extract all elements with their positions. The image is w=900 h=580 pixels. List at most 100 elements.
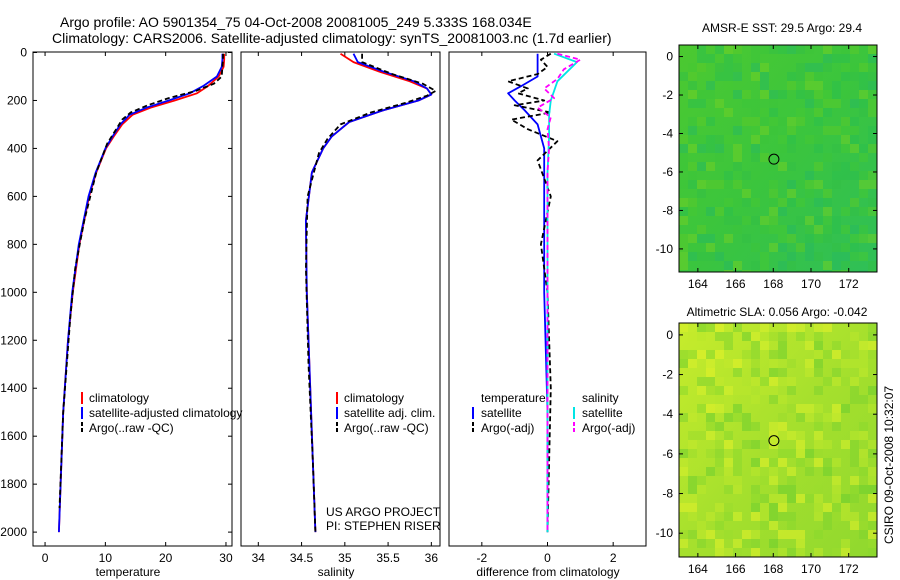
map-cell <box>706 539 715 548</box>
map-cell <box>679 207 688 216</box>
map-cell <box>778 368 787 377</box>
argo-position-marker <box>768 435 780 447</box>
map-cell <box>841 377 850 386</box>
map-cell <box>823 45 832 54</box>
map-cell <box>724 63 733 72</box>
map-cell <box>706 467 715 476</box>
salinity-legend: climatology satellite adj. clim. Argo(..… <box>336 391 435 435</box>
map-cell <box>814 512 823 521</box>
map-cell <box>706 243 715 252</box>
map-cell <box>760 63 769 72</box>
x-tick-label: 10 <box>99 551 113 565</box>
map-y-tick-label: -8 <box>662 203 673 217</box>
map-cell <box>715 153 724 162</box>
map-cell <box>688 144 697 153</box>
map-cell <box>742 332 751 341</box>
map-cell <box>688 99 697 108</box>
map-cell <box>841 548 850 557</box>
map-cell <box>751 440 760 449</box>
map-cell <box>760 225 769 234</box>
map-cell <box>841 476 850 485</box>
map-cell <box>679 162 688 171</box>
map-cell <box>805 404 814 413</box>
map-cell <box>805 413 814 422</box>
map-cell <box>850 512 859 521</box>
map-cell <box>787 404 796 413</box>
legend-label-temp-satellite: satellite <box>481 406 522 420</box>
map-cell <box>697 63 706 72</box>
map-cell <box>868 54 877 63</box>
map-cell <box>760 81 769 90</box>
map-cell <box>841 252 850 261</box>
map-cell <box>778 431 787 440</box>
series-line-temperature-satellite <box>507 53 549 533</box>
map-cell <box>832 368 841 377</box>
y-tick-label: 1000 <box>0 285 27 299</box>
map-cell <box>796 413 805 422</box>
y-tick-label: 2000 <box>0 525 27 539</box>
salinity-xlabel: salinity <box>318 565 355 579</box>
map-cell <box>814 81 823 90</box>
map-cell <box>814 198 823 207</box>
x-tick-label: 35 <box>338 551 352 565</box>
map-cell <box>697 225 706 234</box>
map-cell <box>814 90 823 99</box>
map-cell <box>823 458 832 467</box>
map-cell <box>832 413 841 422</box>
sla-map-title: Altimetric SLA: 0.056 Argo: -0.042 <box>687 305 868 319</box>
map-cell <box>841 440 850 449</box>
map-cell <box>787 81 796 90</box>
map-cell <box>679 449 688 458</box>
map-cell <box>787 539 796 548</box>
map-cell <box>850 431 859 440</box>
map-cell <box>868 90 877 99</box>
map-cell <box>769 162 778 171</box>
map-cell <box>796 440 805 449</box>
y-tick-label: 1800 <box>0 477 27 491</box>
map-cell <box>787 359 796 368</box>
map-cell <box>751 485 760 494</box>
map-cell <box>697 180 706 189</box>
map-cell <box>859 368 868 377</box>
map-cell <box>769 117 778 126</box>
map-cell <box>679 198 688 207</box>
map-cell <box>724 413 733 422</box>
map-cell <box>868 261 877 270</box>
y-tick-label: 1400 <box>0 381 27 395</box>
map-cell <box>733 72 742 81</box>
map-cell <box>760 135 769 144</box>
map-cell <box>697 234 706 243</box>
map-cell <box>724 171 733 180</box>
map-cell <box>688 413 697 422</box>
temperature-profile-plot: 0 10 20 30 0 200 400 600 800 1000 1200 1400 1600 1800… <box>0 46 233 566</box>
map-cell <box>778 45 787 54</box>
map-cell <box>688 234 697 243</box>
x-tick-label: 35.5 <box>376 551 400 565</box>
map-cell <box>688 135 697 144</box>
map-cell <box>832 404 841 413</box>
map-cell <box>787 135 796 144</box>
map-cell <box>769 243 778 252</box>
map-cell <box>841 117 850 126</box>
map-cell <box>751 270 760 272</box>
map-cell <box>868 548 877 557</box>
map-cell <box>859 144 868 153</box>
map-cell <box>832 548 841 557</box>
map-cell <box>751 332 760 341</box>
map-cell <box>751 512 760 521</box>
map-cell <box>751 377 760 386</box>
map-cell <box>859 171 868 180</box>
map-cell <box>769 368 778 377</box>
map-cell <box>823 512 832 521</box>
map-cell <box>805 45 814 54</box>
map-x-tick-label: 170 <box>801 562 821 576</box>
map-cell <box>823 108 832 117</box>
map-cell <box>823 207 832 216</box>
map-cell <box>742 413 751 422</box>
map-cell <box>796 117 805 126</box>
map-cell <box>679 234 688 243</box>
map-cell <box>706 252 715 261</box>
map-cell <box>841 503 850 512</box>
map-cell <box>715 144 724 153</box>
map-cell <box>751 45 760 54</box>
